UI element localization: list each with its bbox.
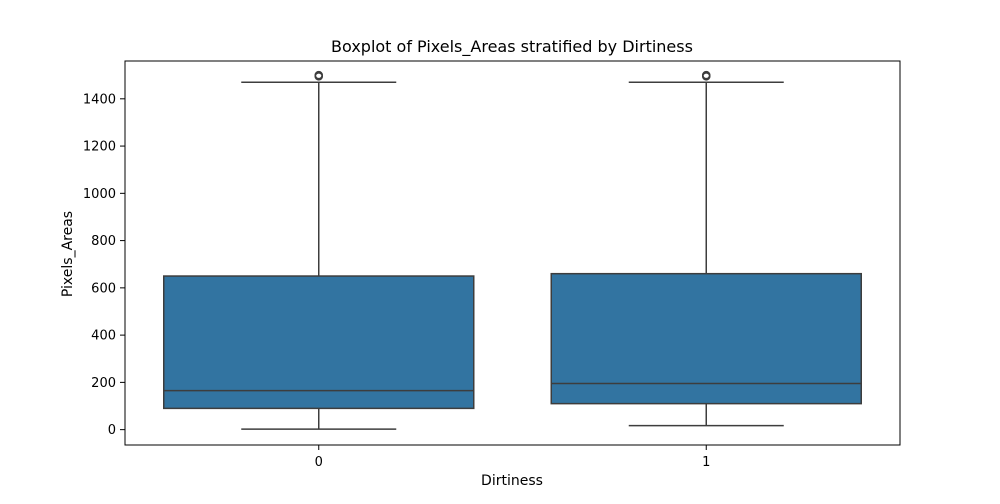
y-tick-label: 1400 [83, 92, 116, 107]
y-tick-label: 800 [91, 234, 116, 249]
y-tick-label: 1200 [83, 140, 116, 155]
y-tick-label: 1000 [83, 187, 116, 202]
axes: 0 200 400 600 800 1000 1200 1400 0 1 [83, 60, 901, 470]
chart-title: Boxplot of Pixels_Areas stratified by Di… [331, 37, 693, 57]
outlier-point [702, 70, 711, 80]
y-tick-label: 600 [91, 281, 116, 296]
iqr-box [550, 272, 862, 405]
x-tick-label: 0 [315, 455, 323, 470]
iqr-box [163, 275, 475, 410]
x-axis-label: Dirtiness [481, 473, 543, 489]
x-tick-label: 1 [702, 455, 710, 470]
plot-frame [124, 60, 901, 446]
y-tick-label: 400 [91, 329, 116, 344]
outlier-point [314, 70, 323, 80]
box-group-1 [550, 70, 862, 427]
y-axis-label: Pixels_Areas [60, 211, 76, 297]
plot-area [163, 70, 862, 430]
y-tick-label: 0 [108, 423, 116, 438]
box-group-0 [163, 70, 475, 430]
y-tick-label: 200 [91, 376, 116, 391]
